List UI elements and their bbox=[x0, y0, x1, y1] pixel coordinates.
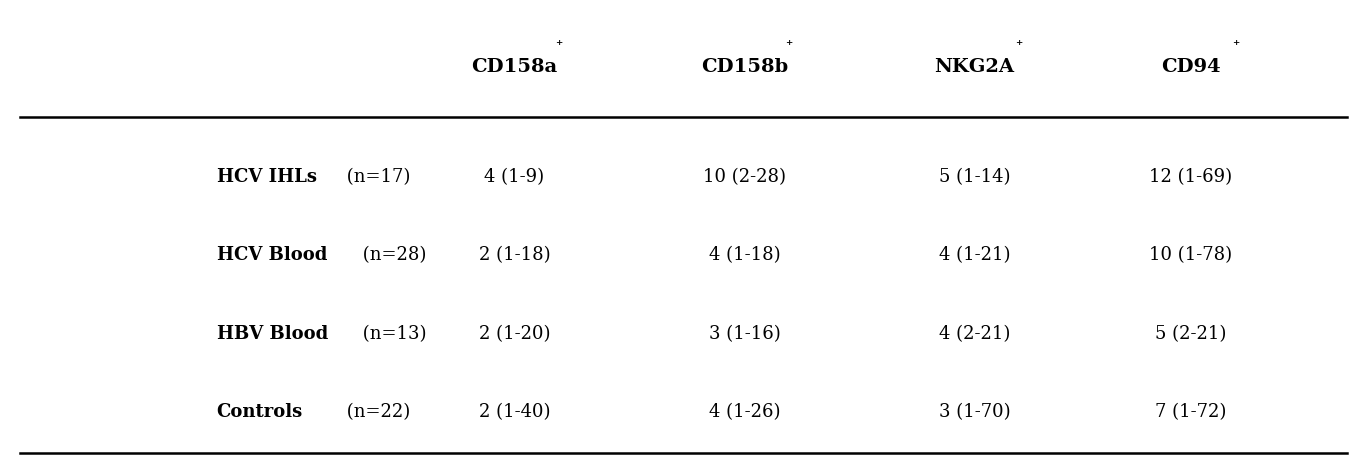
Text: 4 (1-9): 4 (1-9) bbox=[484, 168, 544, 186]
Text: 12 (1-69): 12 (1-69) bbox=[1150, 168, 1233, 186]
Text: ⁺: ⁺ bbox=[1232, 39, 1240, 53]
Text: 4 (2-21): 4 (2-21) bbox=[939, 325, 1010, 343]
Text: 5 (1-14): 5 (1-14) bbox=[939, 168, 1010, 186]
Text: 4 (1-26): 4 (1-26) bbox=[708, 403, 781, 421]
Text: Controls: Controls bbox=[217, 403, 303, 421]
Text: ⁺: ⁺ bbox=[555, 39, 563, 53]
Text: 2 (1-40): 2 (1-40) bbox=[478, 403, 550, 421]
Text: 4 (1-21): 4 (1-21) bbox=[939, 246, 1010, 264]
Text: (n=22): (n=22) bbox=[342, 403, 410, 421]
Text: (n=28): (n=28) bbox=[357, 246, 427, 264]
Text: (n=13): (n=13) bbox=[357, 325, 427, 343]
Text: NKG2A: NKG2A bbox=[935, 58, 1014, 76]
Text: 7 (1-72): 7 (1-72) bbox=[1155, 403, 1226, 421]
Text: ⁺: ⁺ bbox=[1016, 39, 1023, 53]
Text: CD94: CD94 bbox=[1161, 58, 1221, 76]
Text: HBV Blood: HBV Blood bbox=[217, 325, 328, 343]
Text: (n=17): (n=17) bbox=[342, 168, 410, 186]
Text: CD158b: CD158b bbox=[701, 58, 787, 76]
Text: ⁺: ⁺ bbox=[786, 39, 793, 53]
Text: 10 (2-28): 10 (2-28) bbox=[703, 168, 786, 186]
Text: 5 (2-21): 5 (2-21) bbox=[1155, 325, 1226, 343]
Text: HCV IHLs: HCV IHLs bbox=[217, 168, 317, 186]
Text: 3 (1-16): 3 (1-16) bbox=[708, 325, 781, 343]
Text: 3 (1-70): 3 (1-70) bbox=[939, 403, 1010, 421]
Text: 4 (1-18): 4 (1-18) bbox=[708, 246, 781, 264]
Text: HCV Blood: HCV Blood bbox=[217, 246, 327, 264]
Text: CD158a: CD158a bbox=[472, 58, 558, 76]
Text: 10 (1-78): 10 (1-78) bbox=[1150, 246, 1233, 264]
Text: 2 (1-20): 2 (1-20) bbox=[478, 325, 550, 343]
Text: 2 (1-18): 2 (1-18) bbox=[478, 246, 550, 264]
